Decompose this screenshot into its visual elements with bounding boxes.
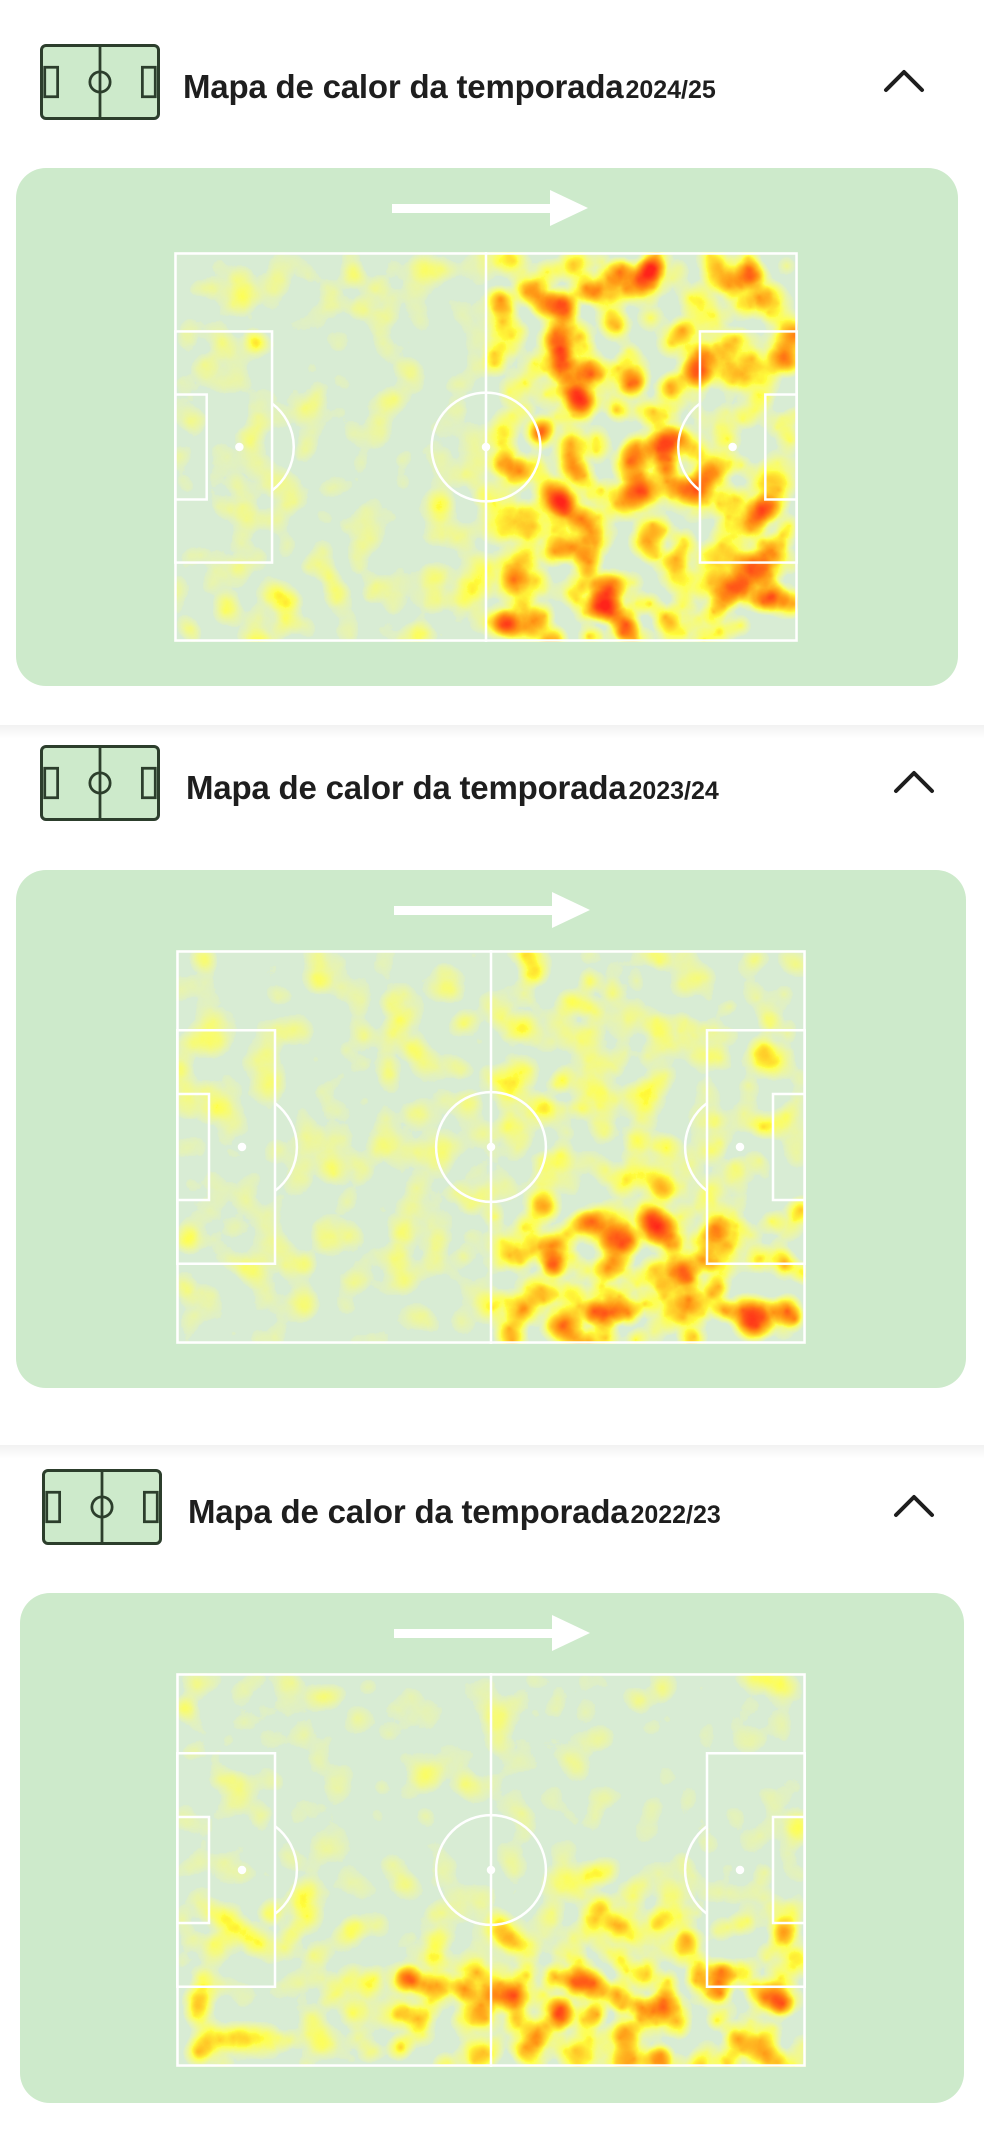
season-label: 2024/25 [625, 76, 716, 104]
arrow-right-icon [392, 190, 588, 226]
heatmap-pitch [176, 950, 806, 1344]
section-title: Mapa de calor da temporada2024/25 [183, 70, 716, 103]
arrow-right-icon [394, 892, 590, 928]
section-title-text: Mapa de calor da temporada [183, 68, 624, 105]
section-divider [0, 1445, 984, 1459]
chevron-up-icon[interactable] [892, 761, 936, 805]
pitch-lines [174, 252, 798, 642]
football-pitch-icon [40, 44, 160, 120]
season-label: 2022/23 [630, 1501, 721, 1529]
section-title: Mapa de calor da temporada2022/23 [188, 1495, 721, 1528]
heatmap-section-2023-24: Mapa de calor da temporada2023/24 [0, 725, 984, 1445]
chevron-up-icon[interactable] [892, 1485, 936, 1529]
heatmap-section-2022-23: Mapa de calor da temporada2022/23 [0, 1445, 984, 2132]
section-divider [0, 725, 984, 739]
section-header[interactable]: Mapa de calor da temporada2022/23 [0, 1469, 984, 1589]
football-pitch-icon [40, 745, 160, 821]
arrow-right-icon [394, 1615, 590, 1651]
section-title-text: Mapa de calor da temporada [186, 769, 627, 806]
heatmap-card [16, 168, 958, 686]
pitch-lines [176, 1673, 806, 2067]
section-header[interactable]: Mapa de calor da temporada2023/24 [0, 745, 984, 865]
heatmap-pitch [176, 1673, 806, 2067]
heatmap-card [16, 870, 966, 1388]
section-title: Mapa de calor da temporada2023/24 [186, 771, 719, 804]
pitch-lines [176, 950, 806, 1344]
heatmap-card [20, 1593, 964, 2103]
section-title-text: Mapa de calor da temporada [188, 1493, 629, 1530]
section-header[interactable]: Mapa de calor da temporada2024/25 [0, 44, 984, 164]
heatmap-section-2024-25: Mapa de calor da temporada2024/25 [0, 0, 984, 725]
season-label: 2023/24 [628, 777, 719, 805]
football-pitch-icon [42, 1469, 162, 1545]
heatmap-pitch [174, 252, 798, 642]
chevron-up-icon[interactable] [882, 60, 926, 104]
